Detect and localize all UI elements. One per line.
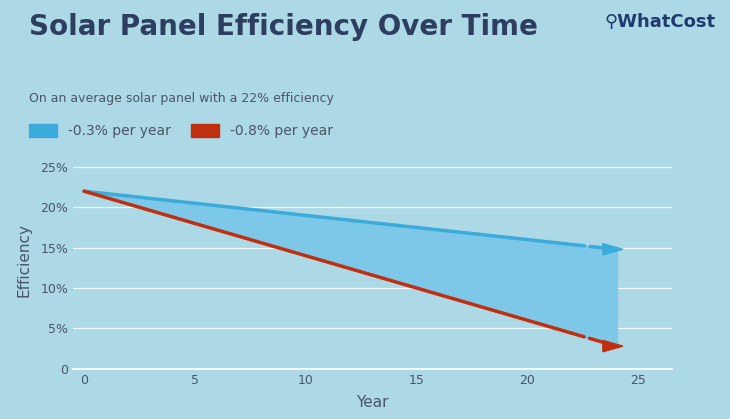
Polygon shape (603, 243, 623, 255)
Polygon shape (603, 341, 623, 352)
X-axis label: Year: Year (356, 395, 388, 410)
Legend: -0.3% per year, -0.8% per year: -0.3% per year, -0.8% per year (29, 124, 334, 138)
Text: On an average solar panel with a 22% efficiency: On an average solar panel with a 22% eff… (29, 92, 334, 105)
Text: Solar Panel Efficiency Over Time: Solar Panel Efficiency Over Time (29, 13, 538, 41)
Y-axis label: Efficiency: Efficiency (17, 223, 32, 297)
Text: ⚲WhatCost: ⚲WhatCost (604, 13, 715, 31)
